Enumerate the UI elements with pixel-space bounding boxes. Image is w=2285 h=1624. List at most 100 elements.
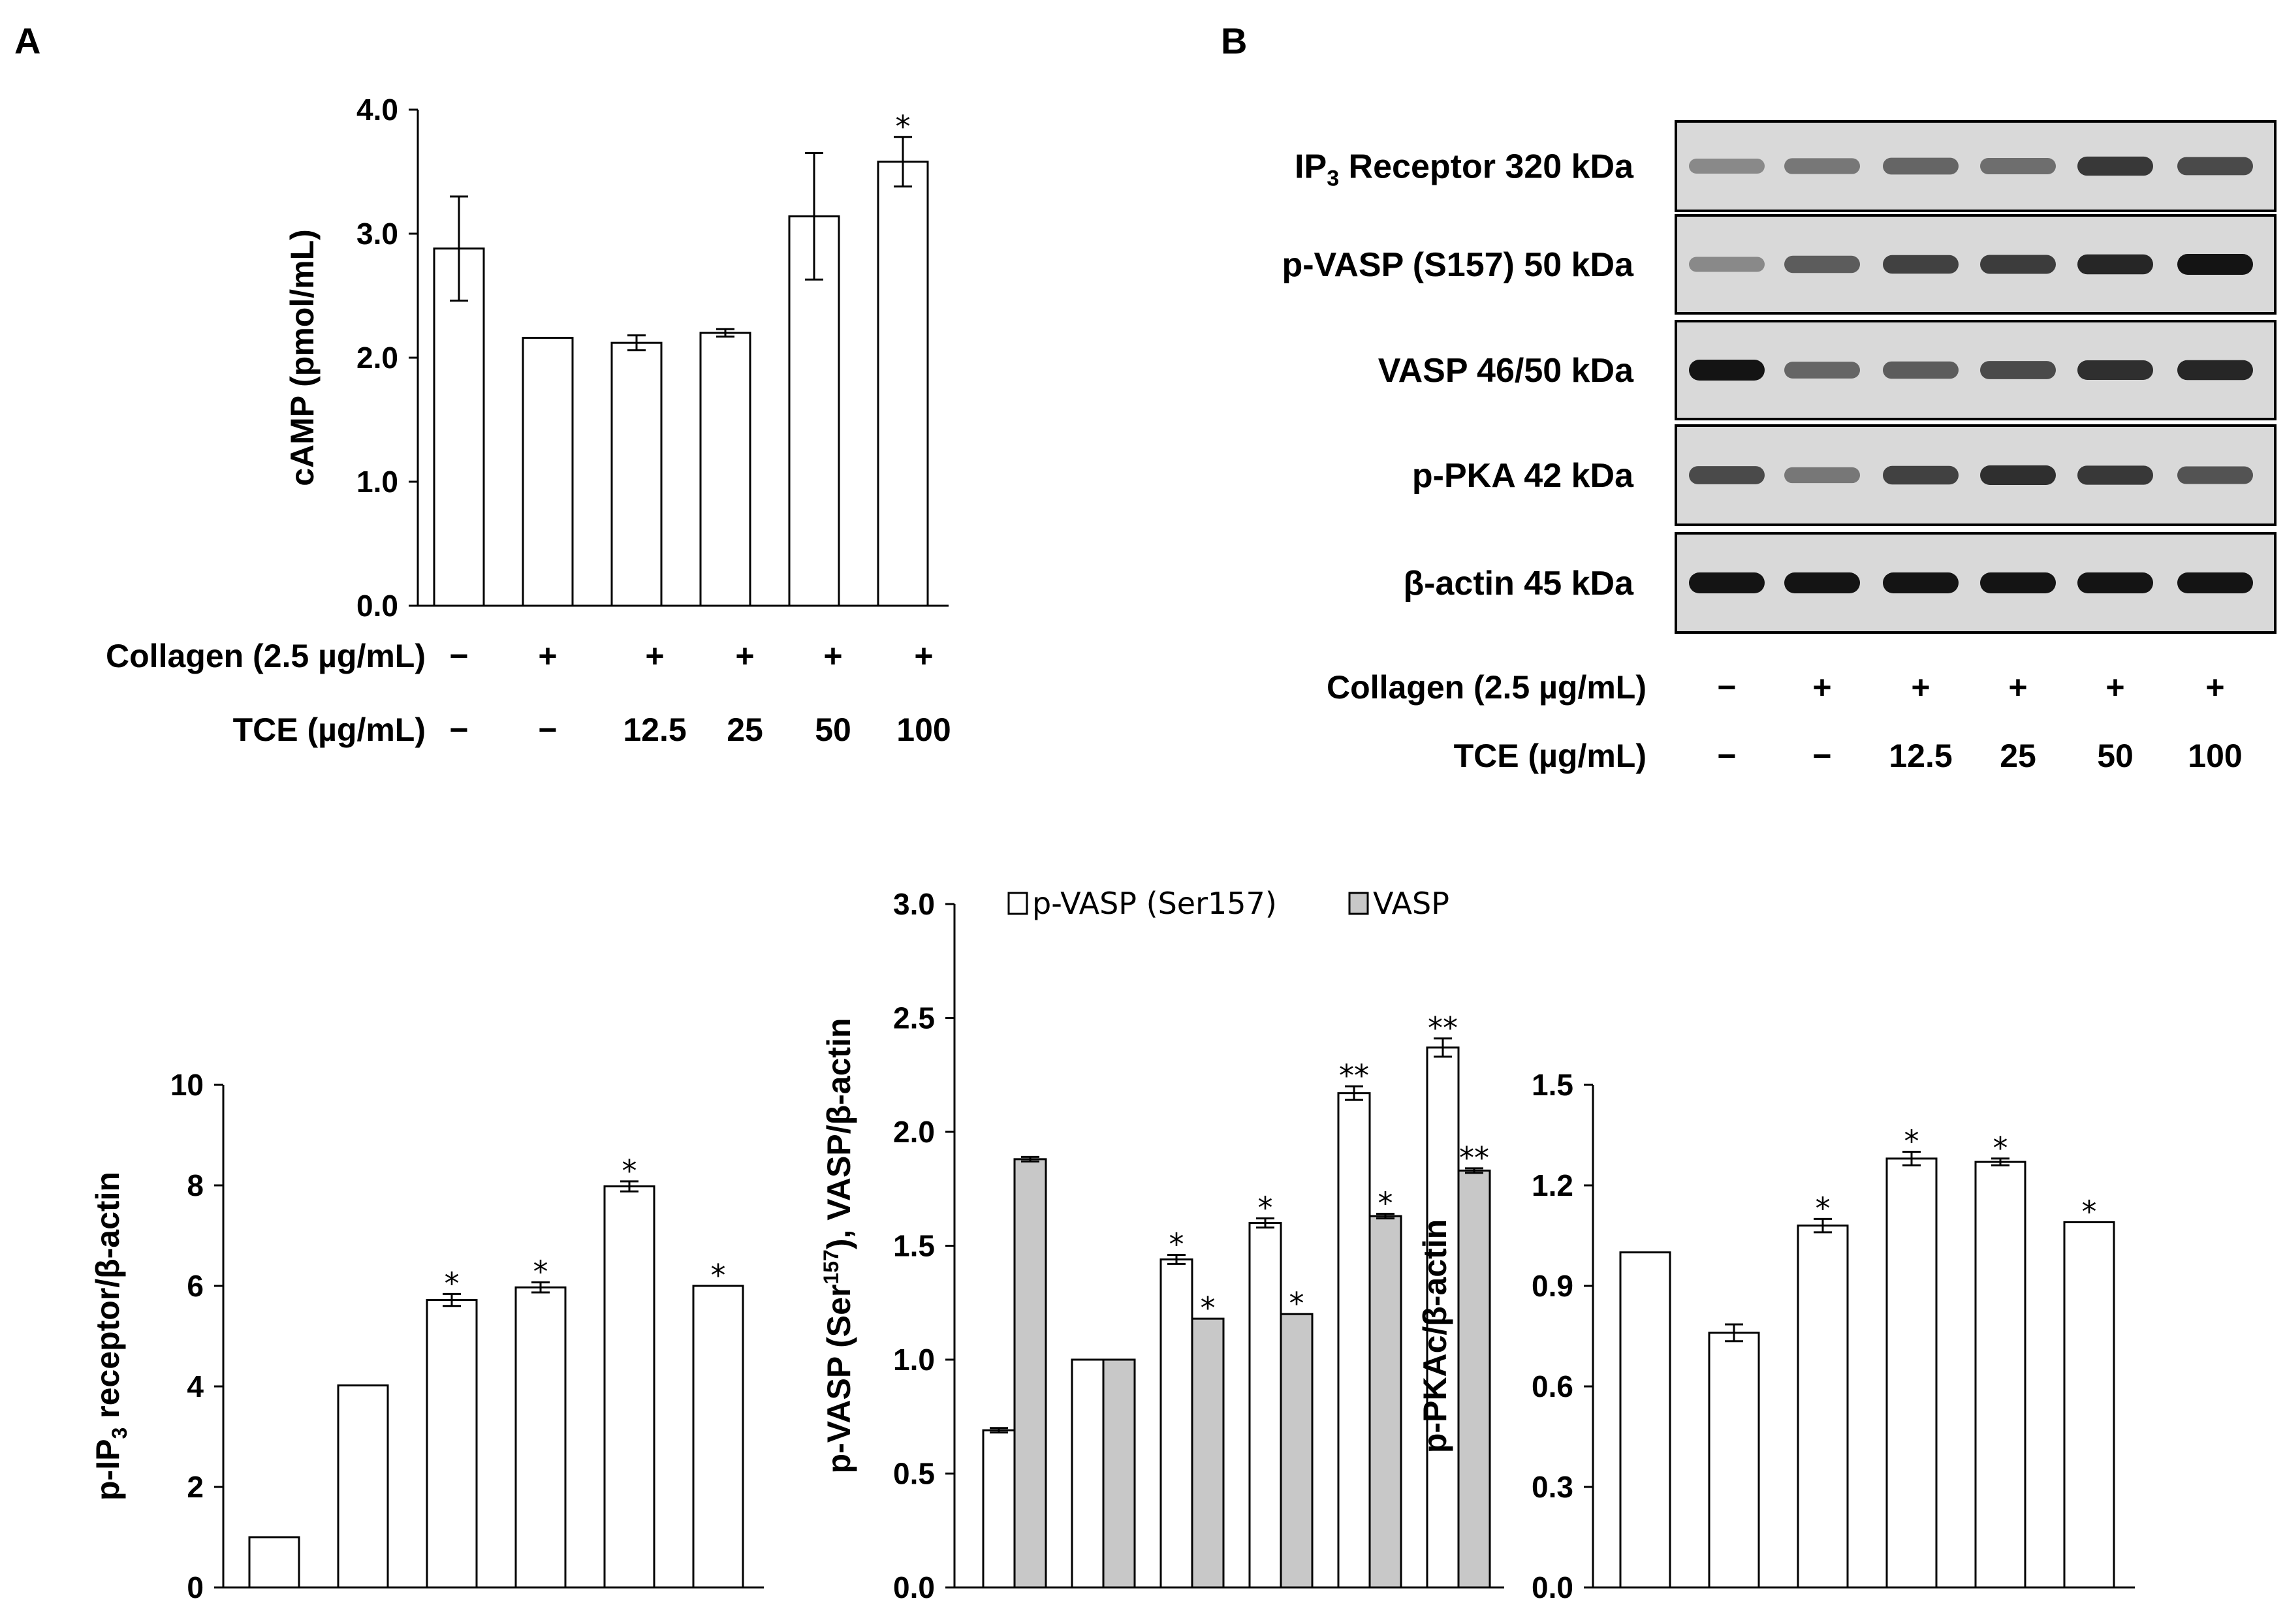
bar-p-pkac — [2063, 1221, 2115, 1589]
blot-band — [1883, 255, 1959, 274]
bar-camp — [699, 332, 751, 607]
collagen-row-label: Collagen (2.5 µg/mL) — [106, 638, 426, 674]
significance-marker: * — [1258, 1191, 1273, 1226]
blot-band — [1689, 159, 1765, 174]
blot-band — [2077, 156, 2153, 176]
blot-band — [2177, 466, 2253, 484]
blot-band — [1980, 361, 2056, 379]
blot-membrane — [1675, 320, 2277, 420]
chart-legend: p-VASP (Ser157) VASP — [1007, 886, 1449, 921]
tce-row-label-b: TCE (µg/mL) — [1454, 738, 1647, 774]
significance-marker: * — [1904, 1124, 1919, 1159]
tce-value: 100 — [896, 711, 951, 748]
tce-value: 50 — [815, 711, 851, 748]
legend-swatch — [1007, 892, 1028, 915]
y-tick-label: 10 — [170, 1068, 204, 1102]
y-tick-label: 1.0 — [893, 1343, 935, 1377]
blot-band — [1784, 572, 1860, 593]
blot-band — [2077, 360, 2153, 380]
blot-row: p-VASP (S157) 50 kDa — [1282, 214, 2277, 315]
tce-value: 12.5 — [623, 711, 686, 748]
y-tick-label: 1.5 — [1532, 1068, 1573, 1102]
pka-chart: 0.00.30.60.91.21.5p-PKAc/β-actin** ** — [1417, 1068, 2135, 1604]
blot-label-rest: Receptor 320 kDa — [1339, 148, 1634, 186]
y-axis-label-script: 3 — [108, 1428, 131, 1439]
bar-p-ip3-receptor — [514, 1286, 567, 1589]
blot-row: VASP 46/50 kDa — [1378, 320, 2277, 420]
collagen-value-b: + — [2105, 669, 2124, 706]
blot-label-sub: 3 — [1327, 166, 1339, 191]
significance-marker: * — [1816, 1191, 1831, 1226]
bar-camp — [877, 161, 929, 607]
blot-band — [1784, 255, 1860, 273]
collagen-value-b: + — [2205, 669, 2224, 706]
y-axis-label-part: receptor/β-actin — [89, 1172, 126, 1428]
bar-camp — [788, 215, 840, 607]
y-tick-label: 0.9 — [1532, 1269, 1573, 1303]
blot-band — [1980, 465, 2056, 485]
y-axis-label: p-PKAc/β-actin — [1417, 1219, 1453, 1453]
y-tick-label: 4.0 — [356, 93, 398, 127]
collagen-value: + — [914, 638, 933, 674]
panel-b-conditions: Collagen (2.5 µg/mL) TCE (µg/mL) − + + + + + … — [1327, 669, 2243, 774]
y-tick-label: 0.3 — [1532, 1470, 1573, 1504]
panel-a-letter: A — [14, 20, 40, 61]
collagen-value: + — [823, 638, 842, 674]
significance-marker: * — [533, 1255, 548, 1290]
blot-row: p-PKA 42 kDa — [1412, 424, 2277, 526]
blot-row: IP3 Receptor 320 kDa — [1295, 120, 2277, 212]
bar-p-pkac — [1885, 1157, 1938, 1589]
blot-band — [2177, 360, 2253, 381]
significance-marker: ** — [1459, 1140, 1489, 1176]
bar-p-pkac — [1974, 1161, 2026, 1589]
blot-membrane — [1675, 424, 2277, 526]
y-axis-label-part: p-VASP (Ser — [821, 1285, 857, 1474]
significance-marker: * — [1289, 1286, 1304, 1321]
tce-value-b: − — [1717, 738, 1736, 774]
bar-p-vasp-ser157- — [1337, 1092, 1371, 1589]
bar-camp — [522, 337, 574, 607]
y-tick-label: 2.0 — [356, 341, 398, 375]
ip3-chart: 0 2 4 6 8 10 p-IP3 receptor/β-actin * * * * — [89, 1068, 764, 1604]
tce-value-b: 25 — [2000, 738, 2036, 774]
tce-row: − − 12.5 25 50 100 — [449, 711, 951, 748]
bar-p-pkac — [1797, 1225, 1849, 1589]
significance-marker: * — [1378, 1186, 1393, 1221]
y-tick-label: 1.2 — [1532, 1168, 1573, 1202]
blot-band — [1883, 572, 1959, 593]
significance-marker: * — [1201, 1290, 1216, 1326]
western-blots: IP3 Receptor 320 kDa p-VASP (S157) 50 kDa… — [1282, 120, 2277, 634]
y-tick-label: 6 — [187, 1269, 204, 1303]
y-tick-label: 3.0 — [893, 887, 935, 921]
y-tick-label: 0.0 — [356, 589, 398, 623]
bar-vasp — [1280, 1313, 1314, 1589]
y-tick-label: 0.6 — [1532, 1369, 1573, 1403]
y-tick-label: 0.0 — [893, 1570, 935, 1604]
tce-value-b: 100 — [2188, 738, 2242, 774]
bar-p-vasp-ser157- — [1159, 1258, 1193, 1589]
y-tick-label: 2 — [187, 1470, 204, 1504]
bar-p-pkac — [1708, 1332, 1760, 1589]
blot-band — [1980, 158, 2056, 174]
bar-camp — [433, 247, 485, 607]
collagen-value-b: + — [1812, 669, 1831, 706]
y-axis-label: cAMP (pmol/mL) — [284, 229, 321, 486]
blot-band — [2177, 572, 2253, 593]
y-tick-label: 1.5 — [893, 1229, 935, 1263]
blot-band — [1883, 361, 1959, 379]
panel-a-conditions: Collagen (2.5 µg/mL) TCE (µg/mL) − + + + + + … — [106, 638, 951, 748]
collagen-value: + — [735, 638, 754, 674]
significance-marker: * — [445, 1266, 460, 1301]
y-axis-label-script: 157 — [819, 1249, 843, 1284]
blot-row: β-actin 45 kDa — [1403, 532, 2277, 634]
blot-label-main: β-actin 45 kDa — [1403, 565, 1634, 602]
y-axis-label: p-IP3 receptor/β-actin — [89, 1172, 131, 1501]
vasp-chart: 0.0 0.5 1.0 1.5 2.0 2.5 3.0 p-VASP (Ser157), VA… — [819, 886, 1504, 1604]
blot-band — [2177, 254, 2253, 275]
tce-value-b: − — [1812, 738, 1831, 774]
blot-membrane — [1675, 214, 2277, 315]
collagen-row-b: − + + + + + — [1717, 669, 2224, 706]
tce-value: − — [449, 711, 468, 748]
y-tick-label: 4 — [187, 1369, 204, 1403]
blot-band — [1784, 362, 1860, 379]
